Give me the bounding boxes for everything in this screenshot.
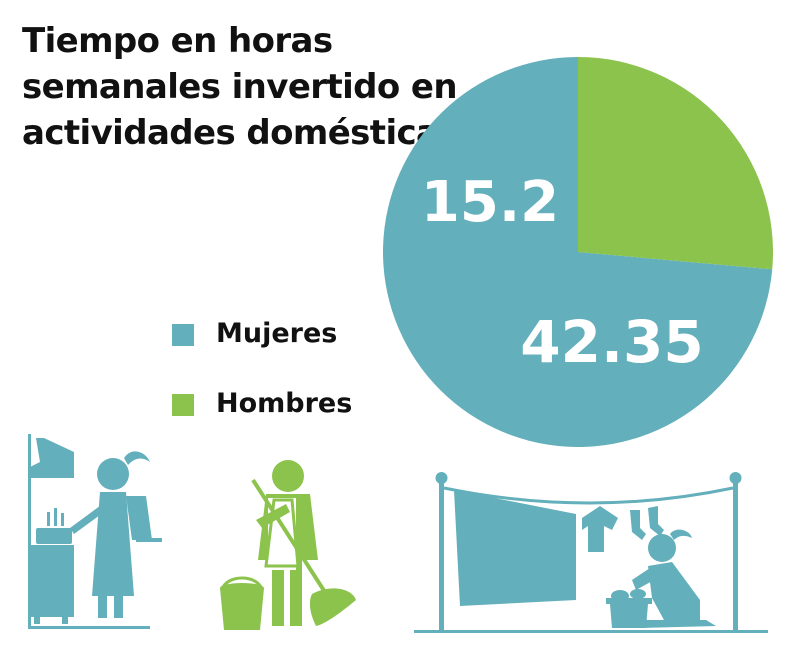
legend-label-hombres: Hombres	[216, 388, 353, 419]
data-label-mujeres: 42.35	[520, 308, 703, 376]
legend-swatch-mujeres	[172, 324, 194, 346]
legend-swatch-hombres	[172, 394, 194, 416]
data-label-hombres: 15.2	[421, 170, 559, 235]
woman-laundry-icon	[414, 472, 768, 633]
legend-label-mujeres: Mujeres	[216, 318, 338, 349]
pie-slice-mujeres	[383, 57, 773, 447]
person-sweeping-icon	[220, 460, 356, 630]
woman-cooking-icon	[28, 434, 162, 629]
pie-slice-hombres	[578, 57, 773, 270]
chart-title: Tiempo en horas semanales invertido en a…	[22, 21, 459, 153]
